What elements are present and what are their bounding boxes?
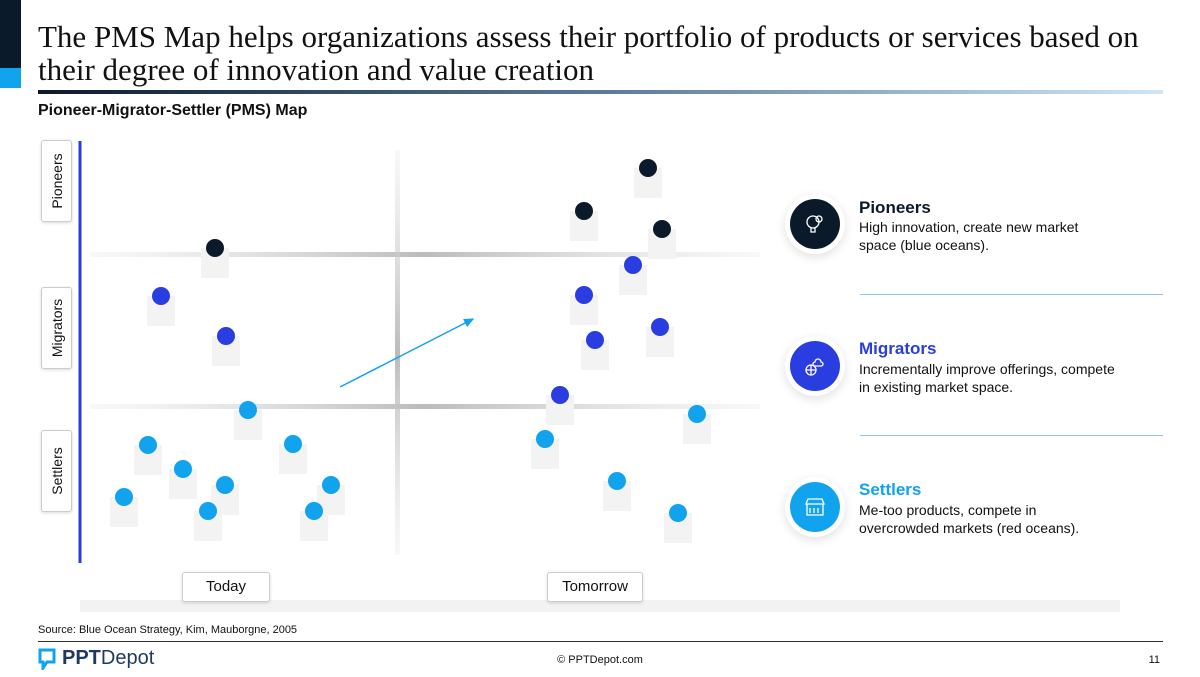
- settler-dot: [669, 504, 687, 522]
- logo-text: Depot: [100, 647, 155, 669]
- legend-divider: [860, 294, 1163, 295]
- pioneer-dot: [206, 239, 224, 257]
- migrator-dot: [624, 256, 642, 274]
- title-divider: [38, 90, 1163, 94]
- settler-dot: [174, 460, 192, 478]
- gridline-vertical: [395, 150, 400, 555]
- pioneer-dot: [639, 159, 657, 177]
- settler-dot: [688, 405, 706, 423]
- settler-dot: [216, 476, 234, 494]
- legend-title-pioneers: Pioneers: [859, 198, 931, 217]
- legend-desc-migrators: Incrementally improve offerings, compete…: [859, 361, 1115, 395]
- x-label-tomorrow: Tomorrow: [547, 572, 643, 602]
- diagram-subtitle: Pioneer-Migrator-Settler (PMS) Map: [38, 102, 308, 119]
- migrator-dot: [217, 327, 235, 345]
- page-number: 11: [1148, 654, 1160, 666]
- logo-text-bold: PPT: [62, 647, 101, 669]
- pioneer-dot: [653, 220, 671, 238]
- migrator-dot: [575, 286, 593, 304]
- legend-desc-pioneers: High innovation, create new market space…: [859, 219, 1079, 253]
- gridline-lower: [90, 404, 760, 409]
- migrator-dot: [651, 318, 669, 336]
- settler-dot: [608, 472, 626, 490]
- y-label-text: Pioneers: [48, 153, 65, 209]
- page-title: The PMS Map helps organizations assess t…: [38, 19, 1139, 87]
- migrator-dot: [586, 331, 604, 349]
- shadow-band: [80, 600, 1120, 612]
- accent-bar-dark: [0, 0, 21, 68]
- legend-title-migrators: Migrators: [859, 339, 937, 358]
- legend-desc-settlers: Me-too products, compete in overcrowded …: [859, 502, 1080, 536]
- pioneer-dot: [575, 202, 593, 220]
- x-label-today: Today: [182, 572, 270, 602]
- y-label-migrators: Migrators: [41, 287, 72, 369]
- migrator-dot: [152, 287, 170, 305]
- settler-dot: [239, 401, 257, 419]
- y-label-text: Migrators: [48, 298, 65, 358]
- migration-arrow: [339, 318, 475, 388]
- logo: PPTDepot: [38, 647, 154, 670]
- copyright: © PPTDepot.com: [557, 654, 643, 666]
- lightbulb-gear-icon: [790, 199, 840, 249]
- gridline-upper: [90, 252, 760, 257]
- y-label-pioneers: Pioneers: [41, 140, 72, 222]
- settler-dot: [322, 476, 340, 494]
- accent-bar-light: [0, 68, 21, 88]
- settler-dot: [305, 502, 323, 520]
- settler-dot: [115, 488, 133, 506]
- legend-divider: [860, 435, 1163, 436]
- settler-dot: [199, 502, 217, 520]
- y-label-settlers: Settlers: [41, 430, 72, 512]
- settler-dot: [284, 435, 302, 453]
- footer-divider: [38, 641, 1163, 642]
- logo-icon: [38, 648, 56, 670]
- legend-title-settlers: Settlers: [859, 480, 922, 499]
- settler-dot: [139, 436, 157, 454]
- source-note: Source: Blue Ocean Strategy, Kim, Maubor…: [38, 624, 298, 636]
- migrator-dot: [551, 386, 569, 404]
- y-label-text: Settlers: [48, 447, 65, 495]
- globe-cloud-icon: [790, 341, 840, 391]
- settler-dot: [536, 430, 554, 448]
- storefront-icon: [790, 482, 840, 532]
